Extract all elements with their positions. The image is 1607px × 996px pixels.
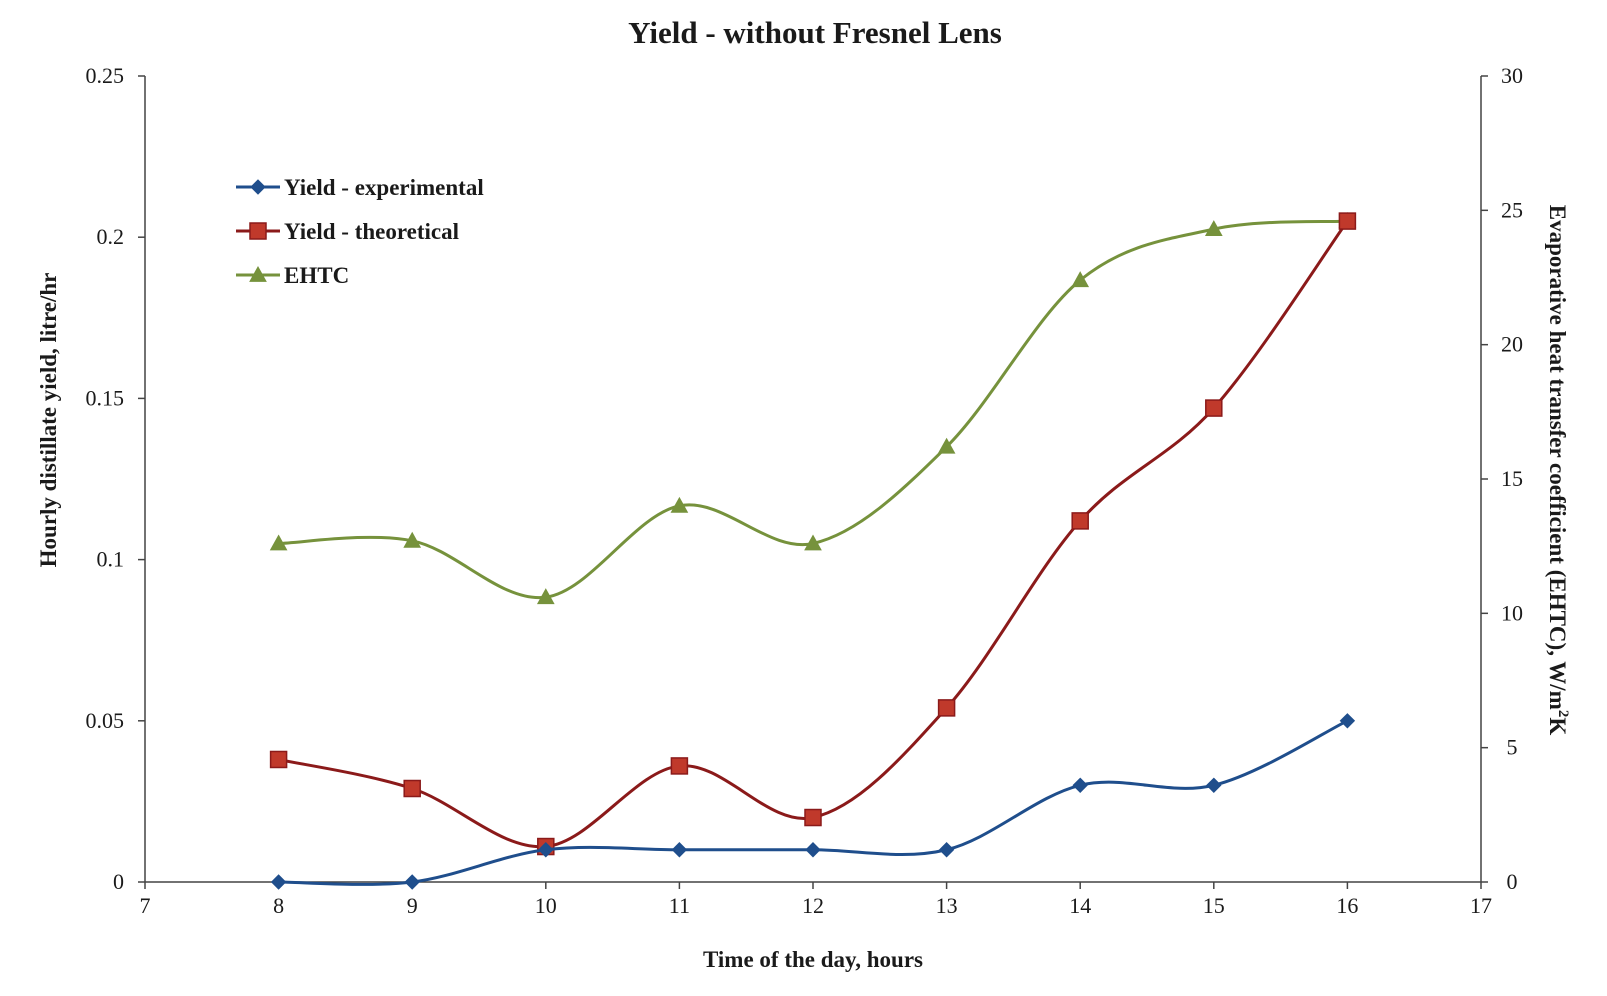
data-point: [270, 874, 287, 890]
legend: Yield - experimental Yield - theoretical E…: [236, 175, 484, 288]
y-right-tick-label: 10: [1501, 600, 1523, 625]
data-point: [404, 874, 420, 890]
series-yield-theoretical: [269, 212, 1357, 856]
legend-swatch-marker: [249, 265, 267, 282]
data-point: [269, 534, 288, 551]
x-tick-label: 14: [1069, 893, 1091, 918]
data-point: [269, 750, 288, 769]
y-right-tick-label: 0: [1507, 869, 1518, 894]
x-tick-label: 8: [273, 893, 284, 918]
x-tick-label: 13: [936, 893, 958, 918]
data-point: [1071, 271, 1090, 288]
x-tick-label: 15: [1203, 893, 1225, 918]
legend-item: Yield - theoretical: [236, 219, 459, 244]
y-left-tick-label: 0.05: [86, 708, 125, 733]
y-right-axis-label: Evaporative heat transfer coefficient (E…: [1545, 205, 1571, 736]
data-point: [1206, 777, 1222, 793]
data-point: [670, 496, 689, 513]
y-left-tick-label: 0.2: [97, 224, 125, 249]
legend-swatch-marker: [250, 179, 266, 195]
y-right-axis-label-sup: 2: [1555, 710, 1571, 718]
y-left-axis-ticks: 0 0.05 0.1 0.15 0.2 0.25: [86, 63, 145, 894]
x-axis-label: Time of the day, hours: [703, 947, 923, 972]
legend-item: EHTC: [236, 263, 349, 288]
x-tick-label: 7: [140, 893, 151, 918]
y-left-tick-label: 0.15: [86, 385, 125, 410]
series-line: [278, 220, 1349, 849]
data-point: [403, 531, 422, 548]
data-point: [671, 842, 688, 858]
data-point: [403, 779, 421, 798]
x-tick-label: 16: [1336, 893, 1358, 918]
data-point: [1072, 777, 1088, 793]
y-left-tick-label: 0.25: [86, 63, 125, 88]
data-point: [1339, 713, 1356, 729]
x-tick-label: 12: [802, 893, 824, 918]
legend-label: Yield - theoretical: [284, 219, 459, 244]
data-point: [1071, 512, 1089, 530]
data-point: [670, 757, 689, 775]
series-ehtc: [269, 212, 1357, 605]
legend-label: Yield - experimental: [284, 175, 484, 200]
data-point: [1204, 220, 1223, 237]
data-point: [538, 842, 554, 858]
data-point: [1338, 212, 1357, 230]
y-right-axis-label-tail: K: [1545, 717, 1570, 735]
x-tick-label: 9: [407, 893, 418, 918]
y-right-axis-ticks: 0 5 10 15 20 25 30: [1481, 63, 1523, 894]
data-point: [1205, 399, 1223, 417]
y-left-tick-label: 0: [113, 869, 124, 894]
y-right-tick-label: 30: [1501, 63, 1523, 88]
y-left-axis-label: Hourly distillate yield, litre/hr: [36, 273, 61, 568]
y-right-axis-label-main: Evaporative heat transfer coefficient (E…: [1545, 205, 1570, 710]
legend-swatch-marker: [249, 222, 267, 240]
data-point: [804, 808, 822, 827]
y-left-tick-label: 0.1: [97, 547, 125, 572]
x-tick-label: 10: [535, 893, 557, 918]
data-point: [804, 534, 822, 551]
x-axis-ticks: 7 8 9 10 11 12 13 14 15 16 17: [140, 882, 1492, 918]
y-right-tick-label: 5: [1507, 735, 1518, 760]
data-point: [937, 699, 956, 717]
y-right-tick-label: 15: [1501, 466, 1523, 491]
chart-title: Yield - without Fresnel Lens: [628, 15, 1002, 50]
data-point: [805, 842, 821, 858]
legend-label: EHTC: [284, 263, 349, 288]
data-point: [536, 588, 555, 605]
legend-item: Yield - experimental: [236, 175, 484, 200]
y-right-tick-label: 25: [1501, 197, 1523, 222]
series-line: [278, 719, 1349, 886]
data-point: [938, 842, 955, 858]
y-right-tick-label: 20: [1501, 332, 1523, 357]
x-tick-label: 17: [1470, 893, 1492, 918]
data-point: [937, 437, 956, 454]
x-tick-label: 11: [669, 893, 690, 918]
series-layer: [269, 212, 1357, 890]
series-yield-experimental: [270, 713, 1356, 890]
